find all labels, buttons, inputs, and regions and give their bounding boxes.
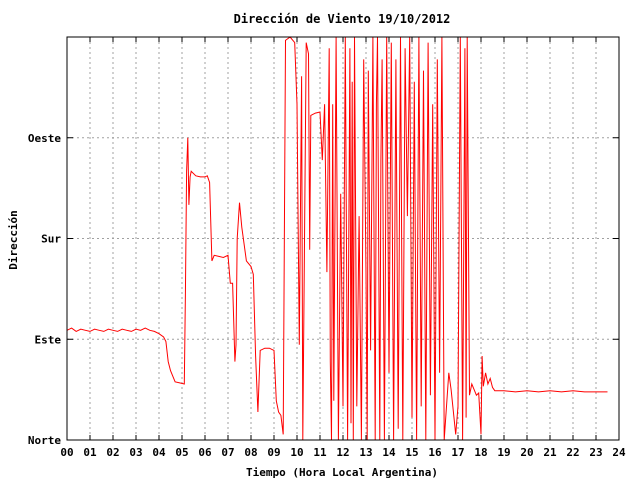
x-tick-label: 23: [589, 446, 602, 459]
x-tick-label: 19: [497, 446, 510, 459]
y-axis-label: Dirección: [7, 210, 20, 270]
x-tick-label: 11: [313, 446, 327, 459]
x-tick-label: 18: [474, 446, 487, 459]
x-axis-label: Tiempo (Hora Local Argentina): [246, 466, 438, 479]
y-tick-label: Norte: [28, 434, 61, 447]
x-tick-label: 06: [198, 446, 212, 459]
y-axis-ticks: Norte Este Sur Oeste: [28, 132, 619, 447]
x-tick-label: 17: [451, 446, 464, 459]
x-tick-label: 02: [106, 446, 119, 459]
x-tick-label: 13: [359, 446, 372, 459]
x-tick-label: 12: [336, 446, 349, 459]
x-tick-label: 22: [566, 446, 579, 459]
x-tick-label: 09: [267, 446, 280, 459]
x-tick-label: 07: [221, 446, 234, 459]
x-tick-label: 04: [152, 446, 166, 459]
x-tick-label: 05: [175, 446, 188, 459]
x-tick-label: 21: [543, 446, 557, 459]
x-tick-label: 01: [83, 446, 97, 459]
x-tick-label: 08: [244, 446, 257, 459]
x-tick-label: 14: [382, 446, 396, 459]
x-tick-label: 15: [405, 446, 418, 459]
x-tick-label: 24: [612, 446, 626, 459]
x-tick-label: 20: [520, 446, 533, 459]
y-tick-label: Sur: [41, 233, 61, 246]
series-line-0: [66, 36, 608, 441]
x-tick-label: 10: [290, 446, 303, 459]
chart-title: Dirección de Viento 19/10/2012: [234, 12, 451, 26]
plot-frame: [66, 36, 620, 441]
y-tick-label: Este: [35, 333, 62, 346]
x-tick-label: 00: [60, 446, 73, 459]
series-lines: [66, 36, 608, 441]
y-tick-label: Oeste: [28, 132, 61, 145]
x-tick-label: 03: [129, 446, 142, 459]
x-tick-label: 16: [428, 446, 442, 459]
x-axis-ticks: 00 01 02 03 04 05 06 07 08 09 10 11 12 13 14 15 16 17 18 19…: [60, 37, 626, 459]
